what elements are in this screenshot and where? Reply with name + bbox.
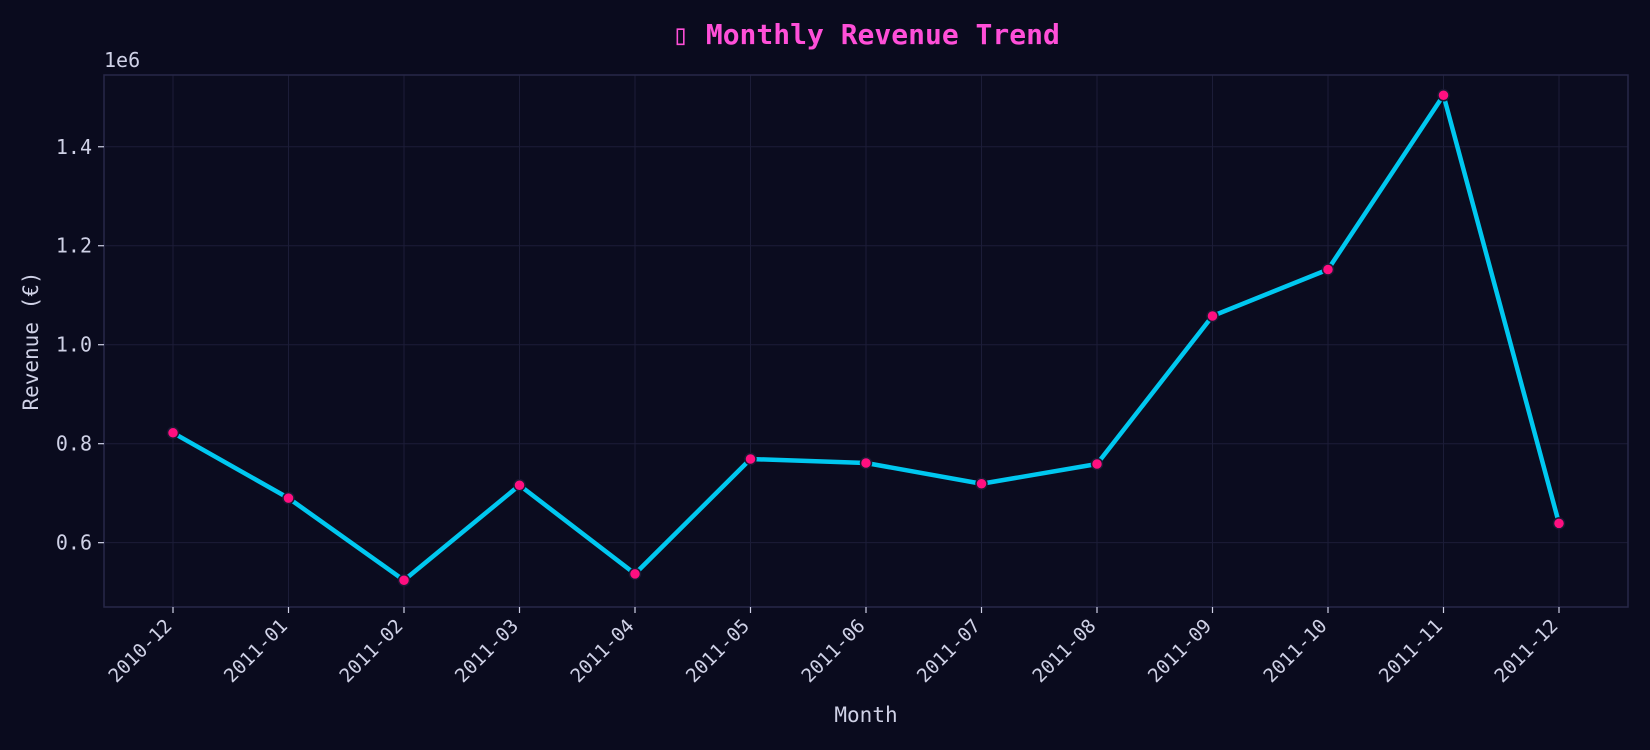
data-point xyxy=(1206,309,1219,323)
data-point xyxy=(397,574,411,587)
x-axis-label: Month xyxy=(834,703,897,727)
data-point xyxy=(975,477,988,491)
data-point xyxy=(628,567,642,581)
y-axis-ticks: 0.6 0.8 1.0 1.2 1.4 xyxy=(56,135,104,555)
data-point xyxy=(1090,457,1104,471)
data-point xyxy=(513,479,526,492)
data-point xyxy=(282,491,295,505)
y-tick-label: 1.4 xyxy=(56,135,92,159)
y-tick-label: 1.2 xyxy=(56,234,92,258)
series-layer xyxy=(166,89,1566,587)
data-point xyxy=(1321,263,1335,276)
y-axis-offset-label: 1e6 xyxy=(104,48,140,72)
y-axis-label: Revenue (€) xyxy=(19,271,43,410)
data-point xyxy=(1552,517,1566,530)
data-point xyxy=(1437,89,1450,102)
data-point xyxy=(744,452,757,466)
y-tick-label: 1.0 xyxy=(56,333,92,357)
grid xyxy=(104,75,1628,607)
chart-title: ▯ Monthly Revenue Trend xyxy=(672,18,1060,51)
data-point xyxy=(166,426,180,440)
data-point xyxy=(859,456,873,470)
y-tick-label: 0.8 xyxy=(56,432,92,456)
y-tick-label: 0.6 xyxy=(56,531,92,555)
